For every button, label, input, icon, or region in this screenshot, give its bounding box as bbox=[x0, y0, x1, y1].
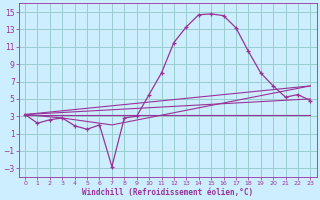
X-axis label: Windchill (Refroidissement éolien,°C): Windchill (Refroidissement éolien,°C) bbox=[82, 188, 253, 197]
